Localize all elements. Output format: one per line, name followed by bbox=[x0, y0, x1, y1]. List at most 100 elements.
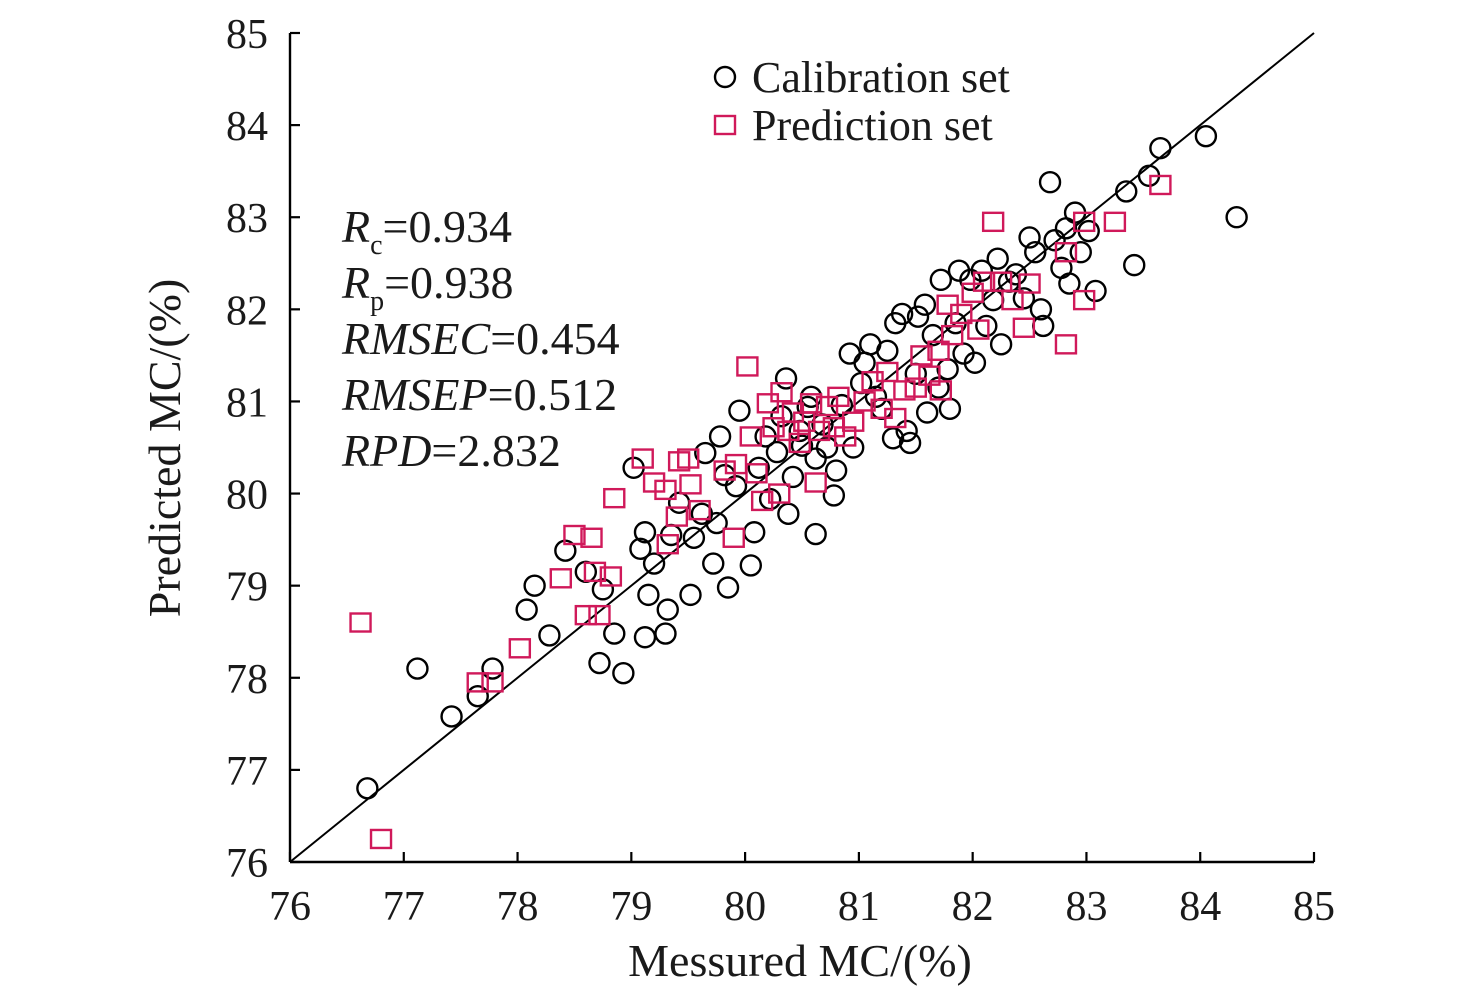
prediction-point bbox=[910, 345, 933, 366]
calibration-point bbox=[356, 777, 379, 800]
calibration-point bbox=[538, 624, 561, 647]
calibration-point bbox=[938, 397, 962, 421]
prediction-point bbox=[722, 527, 745, 548]
calibration-point bbox=[890, 302, 914, 326]
prediction-point bbox=[580, 527, 603, 548]
prediction-point bbox=[842, 411, 865, 432]
calibration-point bbox=[781, 465, 805, 489]
x-tick-label: 84 bbox=[1179, 884, 1221, 930]
calibration-point bbox=[864, 385, 888, 409]
y-axis-ticks: 76 77 78 79 80 81 82 83 84 85 bbox=[226, 12, 300, 887]
y-tick-label: 78 bbox=[226, 657, 268, 703]
calibration-point bbox=[708, 425, 732, 448]
prediction-point bbox=[349, 612, 372, 633]
prediction-point bbox=[466, 672, 489, 693]
legend-prediction-marker bbox=[713, 114, 737, 136]
prediction-point bbox=[967, 319, 990, 340]
calibration-point bbox=[654, 622, 677, 645]
calibration-point bbox=[1115, 180, 1138, 203]
stat-line: Rp=0.938 bbox=[341, 257, 514, 317]
prediction-set-points bbox=[349, 174, 1172, 850]
x-tick-label: 80 bbox=[724, 884, 766, 930]
calibration-point bbox=[656, 598, 679, 621]
calibration-point bbox=[588, 651, 611, 675]
calibration-point bbox=[747, 456, 770, 479]
calibration-point bbox=[815, 436, 839, 459]
prediction-point bbox=[588, 604, 611, 626]
calibration-point bbox=[679, 583, 702, 607]
calibration-point bbox=[629, 537, 652, 561]
prediction-point bbox=[750, 490, 774, 512]
prediction-point bbox=[770, 382, 793, 403]
calibration-point bbox=[1038, 171, 1062, 194]
prediction-point bbox=[739, 426, 762, 447]
calibration-point bbox=[739, 554, 762, 577]
calibration-point bbox=[591, 578, 615, 601]
prediction-point bbox=[834, 426, 857, 447]
x-tick-label: 85 bbox=[1293, 884, 1335, 930]
calibration-point bbox=[989, 333, 1013, 356]
prediction-point bbox=[654, 479, 677, 501]
calibration-point bbox=[1069, 241, 1092, 264]
calibration-point bbox=[702, 552, 725, 575]
prediction-point bbox=[972, 271, 996, 292]
y-axis-title: Predicted MC/(%) bbox=[139, 279, 190, 618]
prediction-point bbox=[876, 361, 899, 383]
calibration-point bbox=[770, 404, 793, 428]
prediction-point bbox=[804, 472, 827, 493]
stat-line: RPD=2.832 bbox=[341, 425, 561, 476]
prediction-point bbox=[1054, 242, 1078, 263]
y-tick-label: 77 bbox=[226, 749, 268, 795]
stat-line: RMSEP=0.512 bbox=[341, 369, 617, 420]
calibration-point bbox=[705, 511, 728, 535]
prediction-point bbox=[1072, 289, 1096, 311]
calibration-point bbox=[822, 484, 846, 507]
calibration-point bbox=[406, 657, 429, 680]
prediction-point bbox=[950, 303, 973, 325]
x-axis-ticks: 76 77 78 79 80 81 82 83 84 85 bbox=[269, 852, 1335, 930]
prediction-point bbox=[369, 828, 393, 850]
calibration-point bbox=[515, 598, 538, 621]
calibration-point bbox=[876, 339, 899, 362]
calibration-point bbox=[853, 351, 876, 374]
calibration-point bbox=[642, 552, 666, 575]
stat-line: RMSEC=0.454 bbox=[341, 313, 620, 364]
y-tick-label: 76 bbox=[226, 841, 268, 887]
calibration-point bbox=[906, 305, 930, 328]
x-tick-label: 81 bbox=[838, 884, 880, 930]
x-tick-label: 77 bbox=[383, 884, 425, 930]
calibration-point bbox=[1225, 206, 1248, 229]
prediction-point bbox=[989, 271, 1013, 292]
y-tick-label: 82 bbox=[226, 288, 268, 334]
prediction-point bbox=[603, 487, 626, 509]
prediction-point bbox=[756, 393, 780, 414]
calibration-point bbox=[1043, 229, 1066, 252]
prediction-point bbox=[508, 638, 532, 659]
calibration-point bbox=[774, 367, 798, 390]
calibration-point bbox=[881, 427, 905, 450]
calibration-point bbox=[963, 351, 987, 374]
calibration-point bbox=[694, 441, 717, 465]
calibration-point bbox=[915, 401, 939, 424]
calibration-point bbox=[824, 459, 848, 482]
calibration-point bbox=[975, 314, 998, 338]
prediction-point bbox=[1012, 317, 1036, 338]
calibration-point bbox=[765, 440, 789, 464]
prediction-point bbox=[1149, 174, 1172, 196]
prediction-point bbox=[574, 604, 598, 626]
calibration-point bbox=[633, 521, 657, 544]
calibration-point bbox=[743, 521, 766, 544]
calibration-point bbox=[1024, 241, 1047, 264]
prediction-point bbox=[583, 561, 607, 583]
x-tick-label: 83 bbox=[1065, 884, 1107, 930]
prediction-point bbox=[642, 472, 666, 493]
prediction-point bbox=[853, 391, 876, 412]
prediction-point bbox=[1054, 334, 1078, 355]
prediction-point bbox=[799, 393, 823, 414]
calibration-point bbox=[612, 661, 635, 685]
prediction-point bbox=[599, 566, 623, 587]
prediction-point bbox=[736, 356, 759, 377]
legend-calibration-marker bbox=[713, 65, 737, 89]
prediction-point bbox=[1072, 211, 1096, 233]
x-tick-label: 76 bbox=[269, 884, 311, 930]
